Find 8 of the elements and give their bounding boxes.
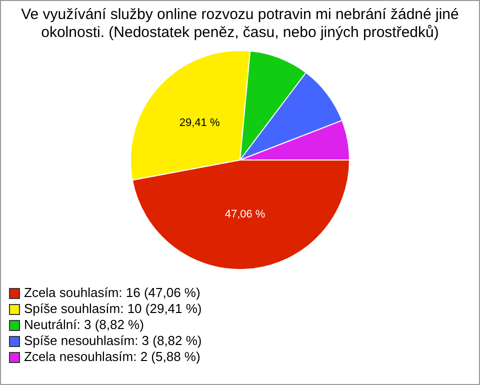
legend-label: Zcela souhlasím: 16 (47,06 %) (24, 285, 200, 301)
legend-label: Spíše souhlasím: 10 (29,41 %) (24, 301, 202, 317)
legend-label: Spíše nesouhlasím: 3 (8,82 %) (24, 333, 202, 349)
chart-title: Ve využívání služby online rozvozu potravin mi nebrání žádné jiné okolnosti. (Nedostatek peněz, času, nebo jiných prostředků) (20, 5, 460, 42)
legend-label: Neutrální: 3 (8,82 %) (24, 317, 144, 333)
legend-label: Zcela nesouhlasím: 2 (5,88 %) (24, 349, 200, 365)
data-label: 29,41 % (179, 117, 220, 130)
data-label: 47,06 % (224, 208, 266, 221)
